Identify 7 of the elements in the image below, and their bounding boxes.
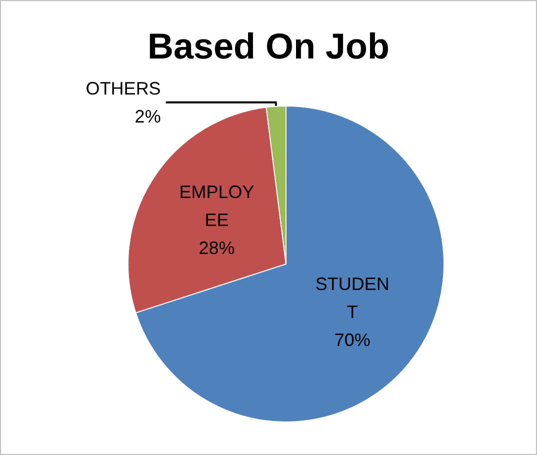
data-label: 70% <box>334 330 370 350</box>
slice-label: OTHERS <box>86 78 161 98</box>
slice-label: EMPLOYEE <box>179 182 254 230</box>
chart-title: Based On Job <box>147 26 390 66</box>
slice-label: STUDENT <box>315 274 390 322</box>
data-label: 2% <box>134 106 161 126</box>
data-label: 28% <box>198 238 235 258</box>
